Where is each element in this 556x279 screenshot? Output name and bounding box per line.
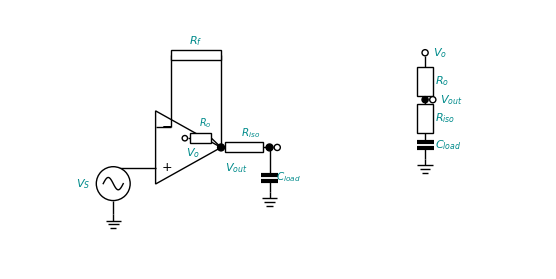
Bar [418,67,433,96]
Bar [190,133,211,143]
Circle shape [266,144,273,151]
Text: $R_f$: $R_f$ [189,34,203,48]
Bar [225,143,264,152]
Text: $C_{load}$: $C_{load}$ [276,170,300,184]
Bar [418,104,433,133]
Circle shape [96,167,130,201]
Circle shape [182,136,187,141]
Text: $R_o$: $R_o$ [199,116,212,130]
Text: $C_{load}$: $C_{load}$ [435,138,461,152]
Text: $V_o$: $V_o$ [433,46,447,60]
Text: +: + [162,162,172,174]
Text: $V_S$: $V_S$ [76,177,90,191]
Circle shape [430,97,436,103]
Circle shape [422,97,428,103]
Text: $V_{out}$: $V_{out}$ [440,93,463,107]
Circle shape [422,50,428,56]
Text: $V_{out}$: $V_{out}$ [225,161,247,175]
Text: $R_o$: $R_o$ [435,74,449,88]
Text: −: − [162,121,172,133]
Text: $V_o$: $V_o$ [186,146,200,160]
Circle shape [274,144,280,150]
Circle shape [217,144,225,151]
Text: $R_{iso}$: $R_{iso}$ [241,126,260,140]
Bar [171,50,221,61]
Text: $R_{iso}$: $R_{iso}$ [435,111,455,125]
